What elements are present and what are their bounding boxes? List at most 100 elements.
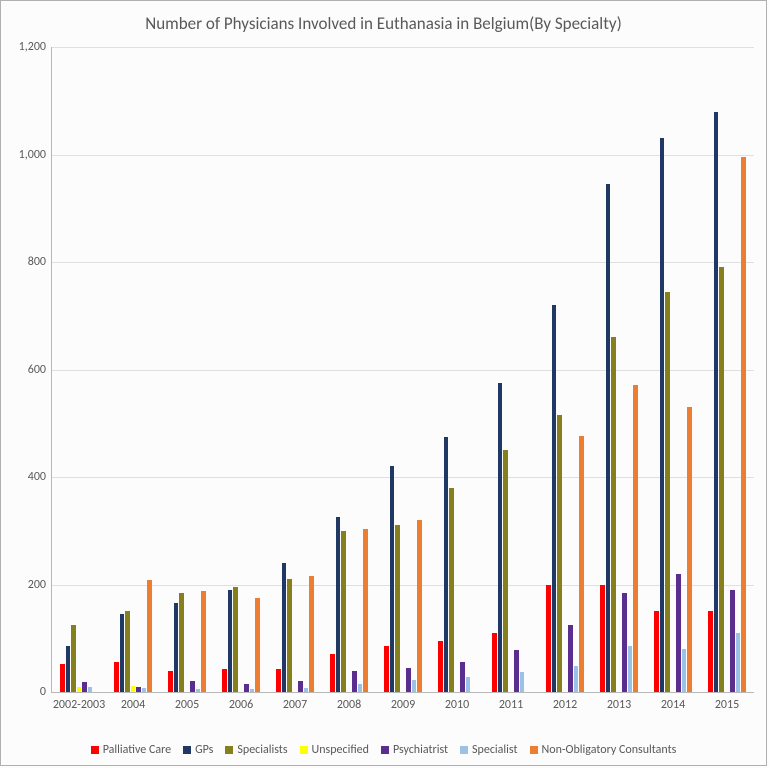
bar (114, 662, 119, 692)
y-tick-label: 1,200 (6, 40, 46, 54)
legend-swatch (300, 746, 308, 754)
bar (363, 529, 368, 692)
bar (466, 677, 471, 692)
bar (168, 671, 173, 693)
bar (287, 579, 292, 692)
bar (449, 488, 454, 692)
y-tick-label: 600 (6, 363, 46, 377)
bar (336, 517, 341, 692)
legend-label: Unspecified (312, 743, 369, 757)
bar (438, 641, 443, 692)
x-tick-label: 2002-2003 (53, 698, 105, 712)
bar (736, 633, 741, 692)
bar (687, 407, 692, 692)
bar (503, 450, 508, 692)
bar (66, 646, 71, 692)
bar (190, 681, 195, 692)
bar (633, 385, 638, 692)
bar (412, 680, 417, 692)
bar (88, 687, 93, 692)
bar (444, 437, 449, 692)
bar (498, 383, 503, 692)
bar (147, 580, 152, 692)
bar (395, 525, 400, 692)
legend-item: Specialist (460, 743, 517, 757)
legend-item: GPs (183, 743, 213, 757)
bar (384, 646, 389, 692)
bar (276, 669, 281, 692)
bar (574, 666, 579, 692)
legend-item: Unspecified (300, 743, 369, 757)
y-tick-label: 0 (6, 685, 46, 699)
bar (255, 598, 260, 692)
bar (628, 646, 633, 692)
bar (622, 593, 627, 692)
legend: Palliative Care GPs Specialists Unspecified… (1, 743, 766, 757)
bar (406, 668, 411, 692)
plot-area: 02004006008001,0001,2002002-200320042005… (51, 47, 754, 693)
legend-item: Palliative Care (91, 743, 171, 757)
bar (714, 112, 719, 693)
bar (579, 436, 584, 692)
bar (557, 415, 562, 692)
bar (546, 585, 551, 693)
legend-item: Non-Obligatory Consultants (530, 743, 677, 757)
x-tick-label: 2009 (391, 698, 415, 712)
y-tick-label: 400 (6, 470, 46, 484)
legend-swatch (183, 746, 191, 754)
y-tick-label: 800 (6, 255, 46, 269)
bar (304, 688, 309, 692)
bar (125, 611, 130, 692)
chart-container: Number of Physicians Involved in Euthana… (0, 0, 767, 766)
x-tick-label: 2006 (229, 698, 253, 712)
bar (341, 531, 346, 692)
grid-line (52, 477, 754, 478)
legend-swatch (460, 746, 468, 754)
bar (460, 662, 465, 692)
grid-line (52, 47, 754, 48)
bar (660, 138, 665, 692)
bar (606, 184, 611, 692)
bar (654, 611, 659, 692)
legend-label: Specialists (237, 743, 287, 757)
bar (228, 590, 233, 692)
x-tick-label: 2014 (661, 698, 685, 712)
bar (552, 305, 557, 692)
bar (417, 520, 422, 692)
y-tick-label: 200 (6, 578, 46, 592)
bar (142, 688, 147, 692)
bar (568, 625, 573, 692)
bar (309, 576, 314, 692)
x-tick-label: 2013 (607, 698, 631, 712)
bar (514, 650, 519, 692)
bar (682, 649, 687, 692)
bar (82, 682, 87, 692)
legend-item: Specialists (225, 743, 287, 757)
grid-line (52, 370, 754, 371)
chart-title: Number of Physicians Involved in Euthana… (1, 1, 766, 40)
bar (730, 590, 735, 692)
bar (330, 654, 335, 692)
bar (600, 585, 605, 693)
bar (741, 157, 746, 692)
x-tick-label: 2012 (553, 698, 577, 712)
bar (222, 669, 227, 692)
x-tick-label: 2005 (175, 698, 199, 712)
bar (201, 591, 206, 692)
bar (282, 563, 287, 692)
legend-label: Non-Obligatory Consultants (542, 743, 677, 757)
bar (611, 337, 616, 692)
x-tick-label: 2011 (499, 698, 523, 712)
plot-wrap: 02004006008001,0001,2002002-200320042005… (51, 47, 754, 715)
legend-label: Palliative Care (103, 743, 171, 757)
bar (77, 687, 82, 692)
bar (719, 267, 724, 692)
bar (250, 689, 255, 692)
legend-swatch (91, 746, 99, 754)
bar (244, 684, 249, 692)
bar (196, 689, 201, 692)
bar (174, 603, 179, 692)
bar (492, 633, 497, 692)
grid-line (52, 262, 754, 263)
bar (708, 611, 713, 692)
